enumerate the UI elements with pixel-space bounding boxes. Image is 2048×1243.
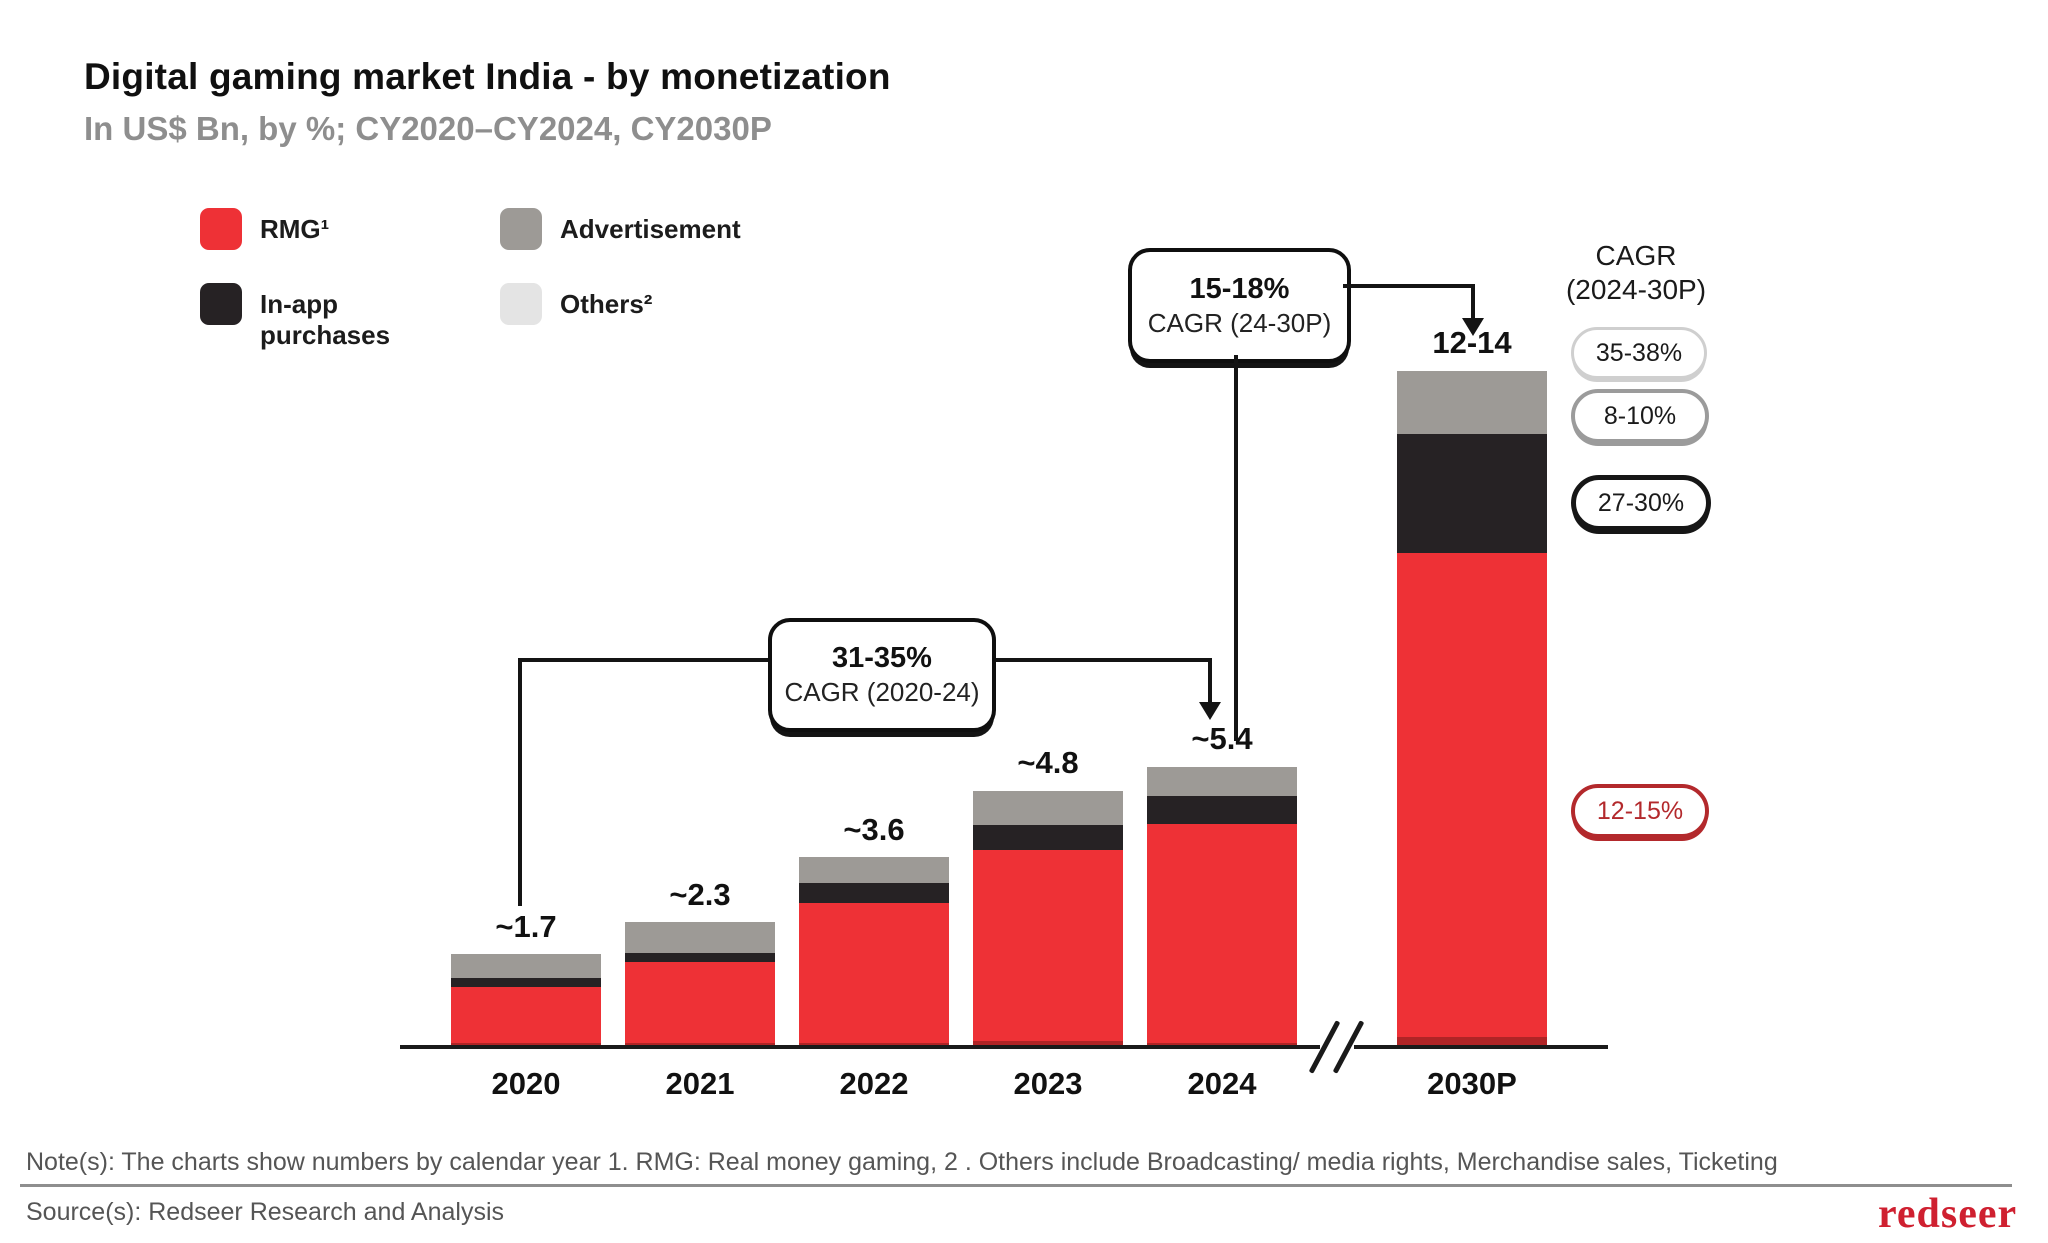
source-note: Source(s): Redseer Research and Analysis	[26, 1198, 505, 1226]
redseer-logo: redseer	[1878, 1191, 2018, 1237]
x-axis-label-2030P: 2030P	[1427, 1066, 1517, 1101]
bar-segment-2020-in-app-purchases	[451, 978, 601, 987]
bar-segment-2020-others-bottom-strip-	[451, 1043, 601, 1045]
legend-swatch-others	[500, 283, 542, 325]
cagr-2020-24-callout: 31-35% CAGR (2020-24)	[768, 618, 996, 732]
legend-label-ad: Advertisement	[560, 214, 741, 244]
legend-label-others: Others²	[560, 289, 653, 319]
callout-drop-line-to-2024	[1234, 355, 1238, 741]
bar-2020	[451, 954, 601, 1045]
cagr-pill-8-10: 8-10%	[1571, 389, 1709, 443]
cagr-panel-subtitle: (2024-30P)	[1565, 274, 1707, 305]
x-axis-label-2022: 2022	[839, 1066, 909, 1101]
bar-segment-2024-in-app-purchases	[1147, 796, 1297, 824]
cagr-2020-24-value: 31-35%	[832, 642, 932, 674]
bracket-arrow-stem	[1208, 658, 1212, 704]
bar-segment-2021-rmg	[625, 962, 775, 1043]
bar-segment-2021-in-app-purchases	[625, 953, 775, 962]
bar-2030P	[1397, 371, 1547, 1045]
bar-value-label-2024: ~5.4	[1191, 721, 1253, 756]
legend-swatch-ad	[500, 208, 542, 250]
bar-segment-2020-advertisement	[451, 954, 601, 978]
bar-2021	[625, 922, 775, 1045]
page-subtitle: In US$ Bn, by %; CY2020–CY2024, CY2030P	[84, 110, 772, 147]
bar-segment-2030P-others-bottom-strip-	[1397, 1037, 1547, 1045]
bar-segment-2022-in-app-purchases	[799, 883, 949, 903]
bar-value-label-2020: ~1.7	[495, 909, 557, 944]
cagr-24-30-value: 15-18%	[1189, 272, 1290, 305]
cagr-pill-27-30: 27-30%	[1571, 475, 1711, 531]
cagr-24-30-callout: 15-18% CAGR (24-30P)	[1128, 248, 1351, 363]
bar-value-label-2023: ~4.8	[1017, 745, 1079, 780]
callout-arrowhead-down-icon	[1462, 318, 1484, 336]
x-axis-label-2024: 2024	[1187, 1066, 1257, 1101]
bar-2022	[799, 857, 949, 1045]
bar-segment-2024-others-bottom-strip-	[1147, 1043, 1297, 1045]
page-title: Digital gaming market India - by monetiz…	[84, 56, 891, 97]
bar-segment-2021-advertisement	[625, 922, 775, 953]
bracket-left-horizontal-line	[518, 658, 770, 662]
bar-segment-2022-advertisement	[799, 857, 949, 883]
footnote: Note(s): The charts show numbers by cale…	[26, 1148, 1778, 1176]
bar-value-label-2022: ~3.6	[843, 812, 905, 847]
bracket-arrowhead-down-icon	[1199, 702, 1221, 720]
x-axis-label-2021: 2021	[665, 1066, 735, 1101]
bar-segment-2023-in-app-purchases	[973, 825, 1123, 850]
cagr-panel-title: CAGR	[1595, 240, 1677, 271]
bar-2024	[1147, 767, 1297, 1045]
bar-segment-2022-rmg	[799, 903, 949, 1043]
legend-label-rmg: RMG¹	[260, 214, 330, 244]
footer-divider	[20, 1184, 2012, 1187]
bar-segment-2030P-rmg	[1397, 553, 1547, 1037]
bar-segment-2023-advertisement	[973, 791, 1123, 825]
cagr-2020-24-caption: CAGR (2020-24)	[784, 677, 980, 707]
x-axis-label-2023: 2023	[1013, 1066, 1083, 1101]
callout-horizontal-line-to-2030	[1343, 284, 1475, 288]
legend-label-inapp: In-app purchases	[260, 289, 391, 350]
legend-swatch-inapp	[200, 283, 242, 325]
bar-value-label-2021: ~2.3	[669, 877, 731, 912]
callout-arrow-stem-2030	[1471, 284, 1475, 320]
cagr-pill-35-38: 35-38%	[1571, 327, 1707, 379]
bar-segment-2020-rmg	[451, 987, 601, 1043]
bracket-right-horizontal-line	[986, 658, 1212, 662]
bar-segment-2024-rmg	[1147, 824, 1297, 1043]
cagr-24-30-caption: CAGR (24-30P)	[1147, 307, 1332, 338]
legend-swatch-rmg	[200, 208, 242, 250]
bar-segment-2024-advertisement	[1147, 767, 1297, 796]
bar-segment-2022-others-bottom-strip-	[799, 1043, 949, 1045]
x-axis-label-2020: 2020	[491, 1066, 561, 1101]
cagr-pill-12-15: 12-15%	[1571, 784, 1709, 838]
bar-segment-2023-rmg	[973, 850, 1123, 1041]
bar-2023	[973, 791, 1123, 1045]
bar-segment-2030P-advertisement	[1397, 371, 1547, 434]
x-axis-line	[400, 1045, 1608, 1049]
bar-segment-2030P-in-app-purchases	[1397, 434, 1547, 553]
bracket-left-drop-line	[518, 660, 522, 906]
bar-segment-2023-others-bottom-strip-	[973, 1041, 1123, 1045]
bar-segment-2021-others-bottom-strip-	[625, 1043, 775, 1045]
